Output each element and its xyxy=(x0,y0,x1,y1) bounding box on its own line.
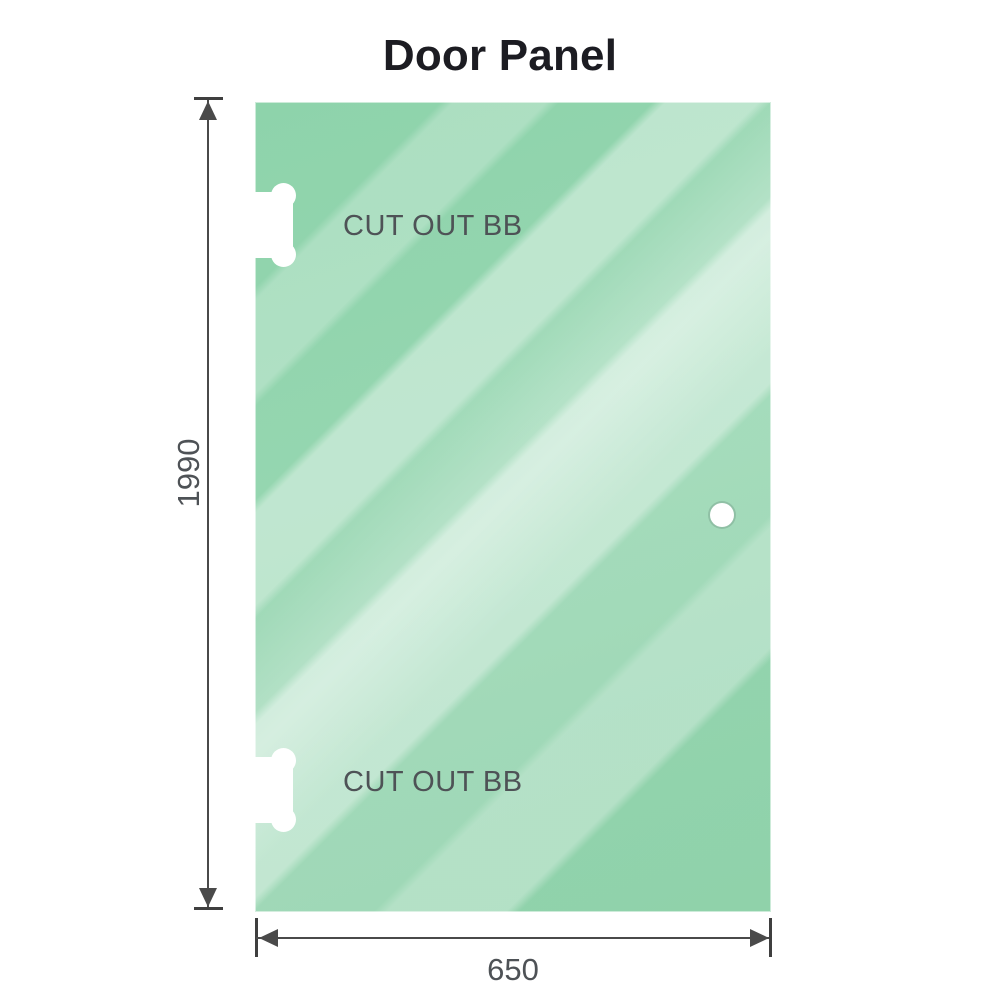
page-title: Door Panel xyxy=(382,31,618,80)
cutout-lobe-bottom xyxy=(271,242,296,267)
cutout-lower-left xyxy=(255,748,296,832)
height-dimension-tick-bottom xyxy=(194,907,223,910)
width-dimension-label: 650 xyxy=(487,952,539,987)
height-dimension-arrow-up-icon xyxy=(199,101,217,120)
width-dimension-arrow-right-icon xyxy=(750,929,769,947)
width-dimension-arrow-left-icon xyxy=(259,929,278,947)
height-dimension-tick-top xyxy=(194,97,223,100)
cutout-lobe-top xyxy=(271,183,296,208)
cutout-lower-label: CUT OUT BB xyxy=(343,766,523,798)
cutout-upper-label: CUT OUT BB xyxy=(343,210,523,242)
handle-hole-icon xyxy=(710,503,734,527)
width-dimension-line xyxy=(256,937,771,939)
panel-glass-fill xyxy=(255,102,771,912)
cutout-upper-left xyxy=(255,183,296,267)
height-dimension-line xyxy=(207,100,209,910)
glass-door-panel: CUT OUT BB CUT OUT BB xyxy=(255,102,771,912)
cutout-lobe-top xyxy=(271,748,296,773)
cutout-lobe-bottom xyxy=(271,807,296,832)
width-dimension-tick-right xyxy=(769,918,772,957)
height-dimension-label: 1990 xyxy=(171,438,206,508)
height-dimension-arrow-down-icon xyxy=(199,888,217,907)
